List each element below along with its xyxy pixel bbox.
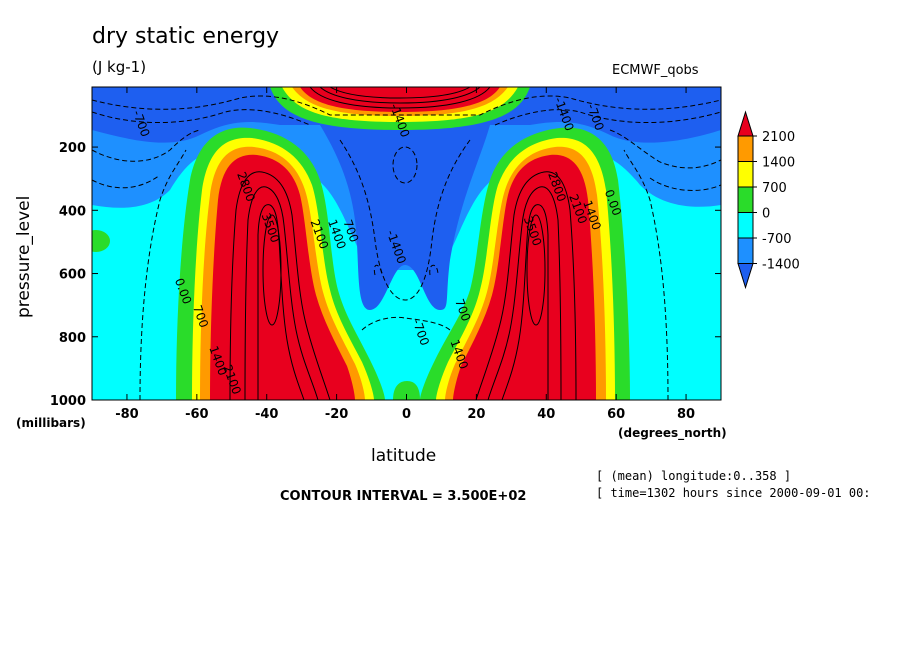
colorbar-label: 700 xyxy=(762,181,787,196)
contour-north-2 xyxy=(487,186,562,400)
contour-neg-6 xyxy=(92,174,161,189)
contour-neg-9 xyxy=(392,146,418,184)
band-south-red xyxy=(210,154,355,400)
x-tick-label: -80 xyxy=(115,407,139,422)
contour-lines xyxy=(229,87,577,400)
colorbar-label: 0 xyxy=(762,207,770,222)
colorbar-label: 2100 xyxy=(762,130,795,145)
plot-area xyxy=(92,87,721,400)
contour-neg-1 xyxy=(92,95,721,116)
contour-tropo-3 xyxy=(329,87,471,99)
contour-neg-2 xyxy=(92,109,311,126)
colorbar-label: -1400 xyxy=(762,258,800,273)
contour-neg-8 xyxy=(339,139,471,301)
contour-tropo-1 xyxy=(309,87,491,109)
contour-north-3 xyxy=(501,204,549,400)
contour-lines-negative xyxy=(92,95,721,400)
contour-neg-10 xyxy=(373,264,383,276)
band-tropopause-red xyxy=(300,87,500,112)
colorbar-segment xyxy=(737,237,754,264)
x-tick-label: -40 xyxy=(255,407,279,422)
band-green-blob-west xyxy=(92,230,110,252)
colorbar-label: 1400 xyxy=(762,156,795,171)
contour-neg-3 xyxy=(494,109,721,126)
y-tick-label: 1000 xyxy=(50,394,86,409)
colorbar-segment xyxy=(737,135,754,162)
contour-north-core xyxy=(526,214,546,326)
contour-south-3 xyxy=(257,204,305,400)
band-cyan-pocket-equator xyxy=(385,330,425,355)
colorbar-segment xyxy=(737,161,754,188)
contour-neg-14 xyxy=(361,316,451,331)
x-tick-label: 60 xyxy=(607,407,625,422)
x-tick-label: 80 xyxy=(677,407,695,422)
x-axis-label: latitude xyxy=(371,446,437,466)
y-tick-label: 200 xyxy=(59,141,86,156)
band-green-blob-equator xyxy=(393,381,420,400)
contour-neg-4 xyxy=(92,129,201,162)
y-tick-label: 600 xyxy=(59,268,86,283)
contour-neg-7 xyxy=(649,177,721,191)
contour-south-1 xyxy=(229,171,331,400)
colorbar-arrow-bottom xyxy=(737,263,754,290)
chart-units: (J kg-1) xyxy=(92,58,147,76)
band-deepblue-center xyxy=(320,125,490,310)
x-tick-label: -20 xyxy=(325,407,349,422)
contour-tropo-2 xyxy=(319,87,481,104)
x-tick-label: -60 xyxy=(185,407,209,422)
y-tick-label: 400 xyxy=(59,204,86,219)
contour-neg-12 xyxy=(139,149,187,400)
y-ticks: 200 400 600 800 1000 xyxy=(50,141,721,409)
colorbar-label: -700 xyxy=(762,232,792,247)
colorbar-legend: 2100 1400 700 0 -700 -1400 xyxy=(737,110,800,290)
chart-title: dry static energy xyxy=(92,24,280,49)
x-tick-label: 0 xyxy=(402,407,411,422)
x-axis-units: (degrees_north) xyxy=(618,426,727,440)
colorbar-segment xyxy=(737,186,754,213)
y-axis-units: (millibars) xyxy=(16,416,86,430)
colorbar-segment xyxy=(737,212,754,239)
x-tick-label: 40 xyxy=(537,407,555,422)
contour-north-1 xyxy=(475,171,577,400)
meta-time: [ time=1302 hours since 2000-09-01 00: xyxy=(596,486,871,500)
x-ticks: -80 -60 -40 -20 0 20 40 60 80 xyxy=(115,87,695,422)
contour-neg-11 xyxy=(429,264,439,276)
contour-neg-5 xyxy=(609,129,721,169)
colorbar-arrow-top xyxy=(737,110,754,137)
contour-neg-13 xyxy=(623,149,669,400)
dataset-label: ECMWF_qobs xyxy=(612,63,699,78)
y-tick-label: 800 xyxy=(59,331,86,346)
meta-longitude: [ (mean) longitude:0..358 ] xyxy=(596,469,792,483)
contour-south-core xyxy=(262,214,282,326)
contour-interval: CONTOUR INTERVAL = 3.500E+02 xyxy=(280,489,527,504)
x-tick-label: 20 xyxy=(467,407,485,422)
contour-south-2 xyxy=(244,186,319,400)
